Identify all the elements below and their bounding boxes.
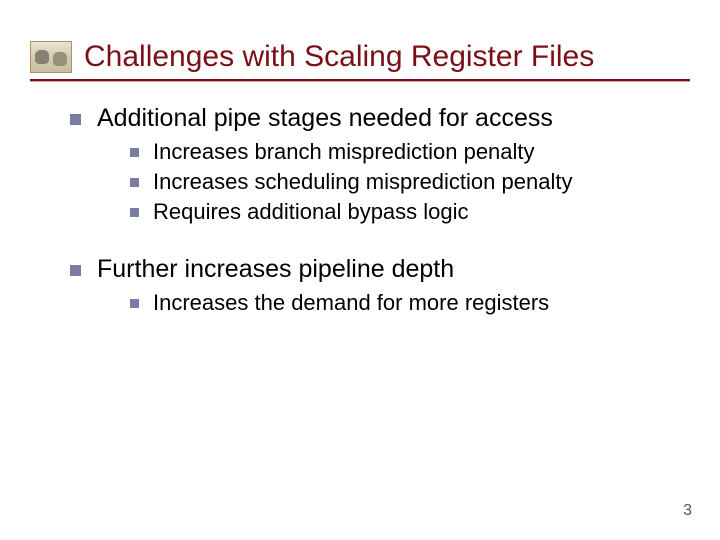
square-bullet-icon	[130, 208, 139, 217]
sub-list: Increases branch misprediction penalty I…	[70, 139, 680, 225]
bullet-text: Increases branch misprediction penalty	[153, 139, 535, 165]
bullet-text: Further increases pipeline depth	[97, 255, 454, 284]
bullet-level1: Additional pipe stages needed for access	[70, 104, 680, 133]
square-bullet-icon	[70, 114, 81, 125]
logo-icon	[30, 41, 72, 73]
page-number: 3	[683, 502, 692, 520]
slide-title: Challenges with Scaling Register Files	[84, 40, 594, 73]
header: Challenges with Scaling Register Files	[30, 40, 690, 73]
bullet-text: Requires additional bypass logic	[153, 199, 469, 225]
square-bullet-icon	[130, 148, 139, 157]
bullet-level2: Increases branch misprediction penalty	[130, 139, 680, 165]
bullet-level1: Further increases pipeline depth	[70, 255, 680, 284]
bullet-level2: Increases scheduling misprediction penal…	[130, 169, 680, 195]
slide: Challenges with Scaling Register Files A…	[0, 0, 720, 540]
bullet-text: Increases scheduling misprediction penal…	[153, 169, 572, 195]
square-bullet-icon	[130, 299, 139, 308]
bullet-level2: Requires additional bypass logic	[130, 199, 680, 225]
spacer	[70, 229, 680, 255]
content-area: Additional pipe stages needed for access…	[30, 82, 690, 316]
bullet-text: Increases the demand for more registers	[153, 290, 549, 316]
bullet-text: Additional pipe stages needed for access	[97, 104, 553, 133]
sub-list: Increases the demand for more registers	[70, 290, 680, 316]
square-bullet-icon	[70, 265, 81, 276]
square-bullet-icon	[130, 178, 139, 187]
bullet-level2: Increases the demand for more registers	[130, 290, 680, 316]
